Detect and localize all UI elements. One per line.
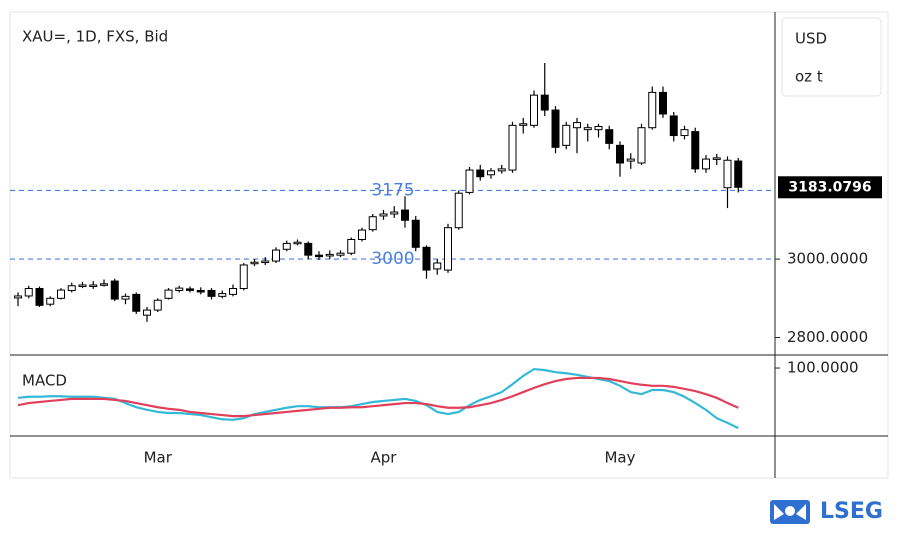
candle-body [508, 124, 517, 171]
candle-body [35, 288, 44, 306]
x-tick-label: May [604, 449, 635, 467]
candle-body [315, 254, 323, 258]
candle-body [594, 126, 603, 131]
x-tick-label: Mar [144, 449, 173, 467]
last-price-box [778, 176, 882, 199]
last-price-label: 3183.0796 [788, 179, 871, 195]
candle-body [46, 297, 55, 305]
brand-name: LSEG [820, 499, 883, 524]
candle-body [390, 211, 399, 215]
unit-label: oz t [795, 68, 823, 86]
candle-body [250, 261, 259, 265]
candle-body [530, 94, 538, 126]
candle-body [605, 129, 614, 144]
macd-title: MACD [22, 372, 67, 390]
candle-body [293, 241, 302, 245]
candle-body [540, 94, 549, 111]
candle-body [616, 144, 624, 164]
candle-body [282, 242, 291, 250]
candle-body [734, 160, 743, 188]
chart-frame [9, 11, 889, 479]
macd-line [17, 376, 739, 418]
candle-body [368, 216, 377, 231]
candle-body [669, 115, 678, 137]
y-tick-label: 100.0000 [787, 359, 859, 377]
candle-body [304, 242, 313, 256]
candle-body [153, 299, 162, 311]
candle-body [218, 293, 227, 297]
candle-body [261, 260, 270, 264]
candle-body [691, 131, 700, 170]
candle-body [186, 288, 194, 291]
candle-body [336, 252, 345, 256]
candle-body [411, 219, 420, 248]
chart-title: XAU=, 1D, FXS, Bid [22, 28, 168, 46]
candle-body [110, 280, 119, 300]
candle-body [143, 309, 151, 316]
candle-body [358, 229, 366, 240]
candle-body [14, 295, 22, 299]
candle-body [100, 283, 108, 286]
candle-body [637, 127, 646, 164]
candle-body [519, 123, 528, 126]
level-label: 3000 [371, 249, 414, 269]
candle-body [239, 264, 248, 290]
macd-line [17, 367, 739, 430]
level-label: 3175 [371, 180, 414, 200]
x-tick-label: Apr [371, 449, 398, 467]
unit-box [781, 17, 882, 97]
y-tick-label: 2800.0000 [787, 328, 868, 346]
candle-body [487, 170, 495, 176]
candle-body [583, 127, 592, 131]
candle-body [454, 192, 463, 229]
candle-body [196, 289, 205, 293]
y-tick-label: 3000.0000 [787, 250, 868, 268]
candle-body [347, 238, 356, 254]
unit-label: USD [795, 30, 827, 48]
candle-body [175, 287, 184, 291]
candle-body [272, 249, 280, 262]
candle-body [659, 91, 667, 115]
brand-logo [770, 500, 810, 524]
candle-body [24, 288, 33, 297]
candle-body [680, 129, 689, 137]
candle-body [229, 288, 237, 295]
candle-body [78, 284, 87, 287]
candle-body [325, 253, 334, 257]
candle-body [476, 169, 485, 178]
candle-body [89, 284, 98, 287]
candle-body [444, 227, 452, 271]
candle-body [164, 289, 173, 299]
candle-body [433, 262, 442, 270]
candle-body [401, 209, 409, 221]
candle-body [379, 213, 388, 217]
candle-body [551, 109, 560, 148]
candle-body [626, 158, 635, 162]
candle-body [67, 285, 76, 291]
candle-body [132, 293, 141, 312]
candle-body [723, 159, 732, 189]
candle-body [573, 122, 581, 129]
candle-body [465, 169, 474, 193]
candle-body [648, 91, 657, 129]
candle-body [702, 158, 710, 170]
candle-body [121, 295, 130, 300]
candle-body [422, 246, 431, 271]
candle-body [562, 124, 571, 146]
candle-body [207, 289, 216, 297]
candle-body [712, 157, 721, 160]
candle-body [497, 168, 506, 172]
candle-body [57, 289, 65, 299]
